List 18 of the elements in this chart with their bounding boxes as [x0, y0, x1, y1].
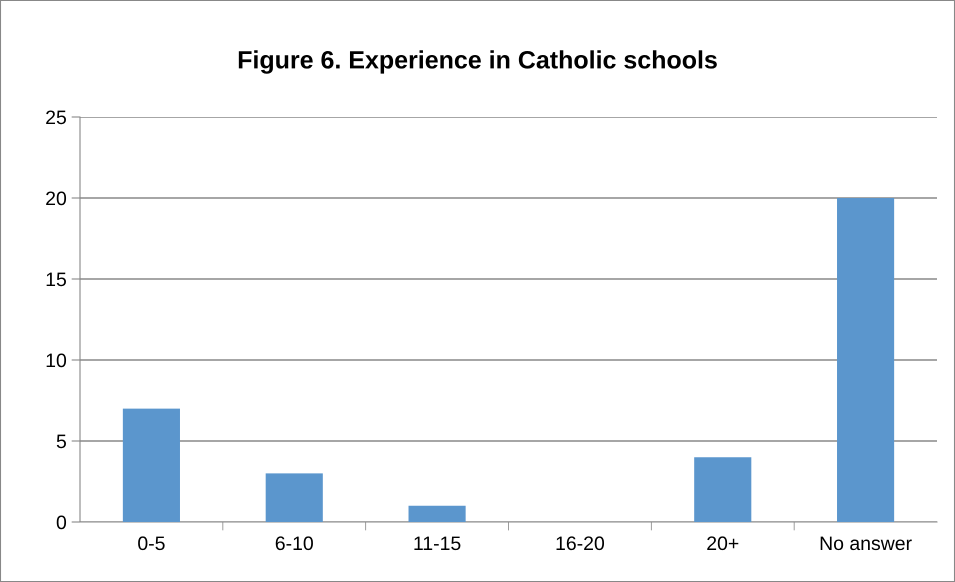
x-tick-label: 11-15 — [414, 536, 460, 550]
chart-title: Figure 6. Experience in Catholic schools — [238, 50, 717, 74]
y-tick-label: 0 — [56, 515, 66, 530]
x-tick-label: 16-20 — [556, 536, 604, 550]
y-tick-label: 25 — [46, 110, 66, 124]
bar — [694, 457, 752, 522]
bar — [837, 198, 894, 522]
y-tick-label: 10 — [46, 353, 66, 368]
y-tick-label: 5 — [56, 434, 66, 448]
y-tick-label: 20 — [46, 191, 66, 206]
x-tick-label: 20+ — [707, 536, 738, 550]
x-tick-label: 0-5 — [138, 536, 165, 550]
x-tick-label: No answer — [820, 536, 912, 550]
x-tick-label: 6-10 — [276, 536, 313, 550]
bar — [266, 473, 323, 522]
bar — [122, 408, 180, 522]
bar — [408, 506, 466, 522]
y-tick-label: 15 — [46, 272, 66, 286]
